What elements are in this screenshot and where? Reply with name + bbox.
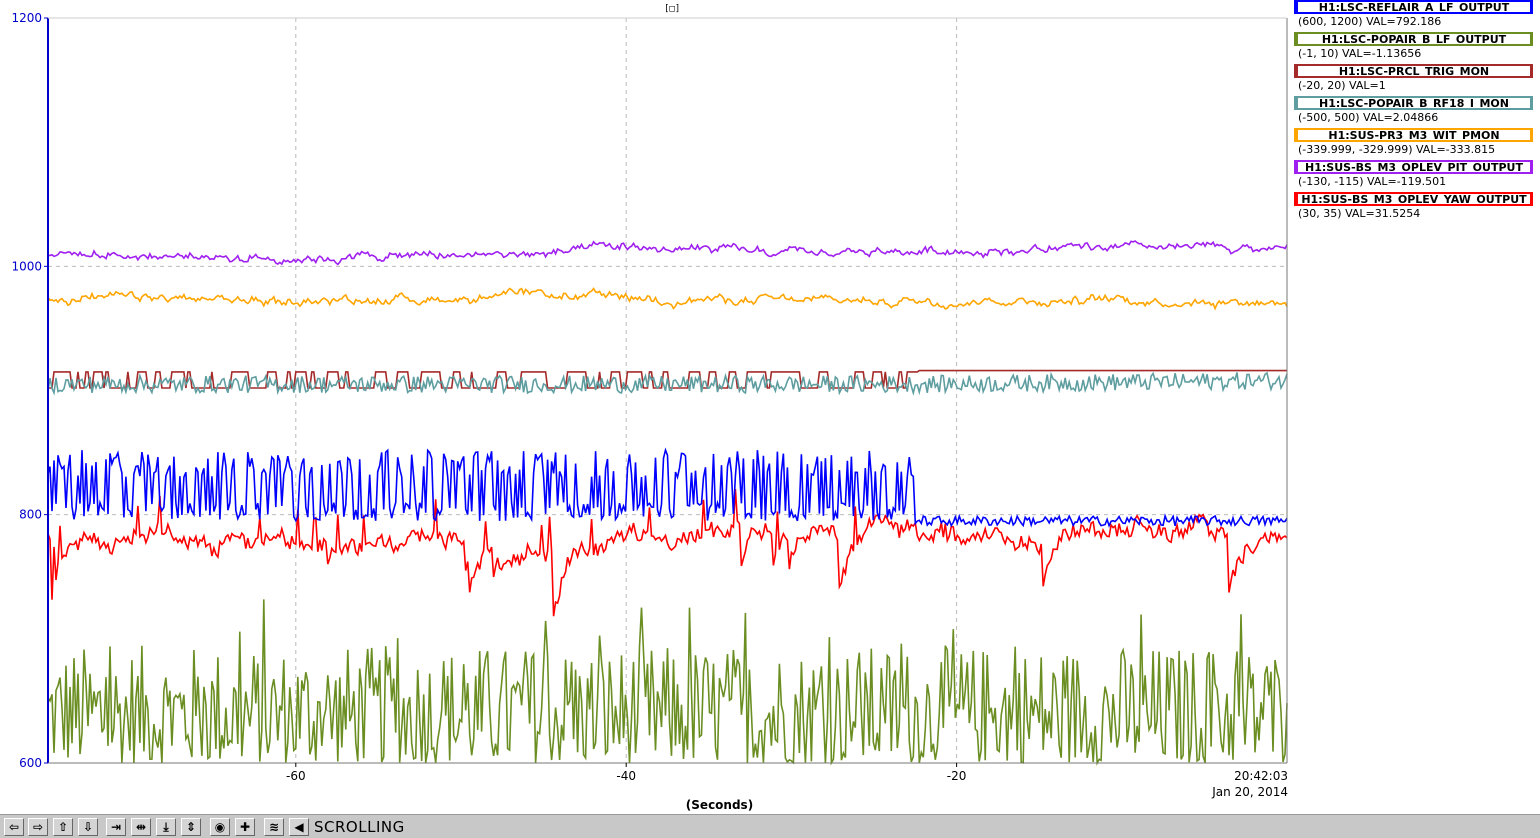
legend-channel-name: H1:LSC-PRCL_TRIG_MON [1294,64,1533,78]
scroll-left-button[interactable]: ⇦ [4,818,24,836]
trend-plot[interactable]: 600 800 1000 1200 -60 -40 -20 20:42:03 Jan 20, 2… [0,0,1290,814]
x-tick-label-2: -20 [947,769,967,783]
mode-status-label: SCROLLING [314,818,405,836]
y-tick-label-3: 1200 [11,11,42,25]
legend-range-value: (-500, 500) VAL=2.04866 [1298,111,1439,124]
toolbar: SCROLLING ⇦ ⇨ ⇧ ⇩ ⇥ ⇹ ⤓ ⇕ ◉ ✚ ≋ ◀ [0,814,1540,838]
add-button[interactable]: ✚ [235,818,255,836]
scroll-right-button[interactable]: ⇨ [28,818,48,836]
legend-channel-name: H1:SUS-PR3_M3_WIT_PMON [1294,128,1533,142]
legend-item[interactable]: H1:LSC-PRCL_TRIG_MON (-20, 20) VAL=1 [1294,64,1540,96]
x-axis-title: (Seconds) [686,798,753,812]
scroll-down-button[interactable]: ⇩ [78,818,98,836]
y-tick-label-2: 1000 [11,259,42,273]
series-line-3 [47,371,1288,396]
zoom-out-horizontal-button[interactable]: ⇹ [131,818,151,836]
autoscale-button[interactable]: ≋ [264,818,284,836]
zoom-in-vertical-button[interactable]: ⤓ [156,818,176,836]
series-line-1 [47,599,1288,766]
series-line-0 [47,447,1288,528]
x-tick-label-0: -60 [286,769,306,783]
legend-channel-name: H1:LSC-POPAIR_B_RF18_I_MON [1294,96,1533,110]
series-line-4 [47,287,1288,311]
legend-range-value: (-130, -115) VAL=-119.501 [1298,175,1447,188]
legend-item[interactable]: H1:SUS-BS_M3_OPLEV_YAW_OUTPUT (30, 35) VA… [1294,192,1540,224]
legend-channel-name: H1:LSC-POPAIR_B_LF_OUTPUT [1294,32,1533,46]
legend-item[interactable]: H1:LSC-REFLAIR_A_LF_OUTPUT (600, 1200) VA… [1294,0,1540,32]
legend: H1:LSC-REFLAIR_A_LF_OUTPUT (600, 1200) VA… [1294,0,1540,224]
x-tick-label-1: -40 [616,769,636,783]
legend-channel-name: H1:SUS-BS_M3_OPLEV_YAW_OUTPUT [1294,192,1533,206]
series-line-5 [47,240,1288,266]
legend-item[interactable]: H1:SUS-BS_M3_OPLEV_PIT_OUTPUT (-130, -115… [1294,160,1540,192]
tick-labels: 600 800 1000 1200 -60 -40 -20 20:42:03 Jan 20, 2… [11,11,1288,812]
scroll-up-button[interactable]: ⇧ [53,818,73,836]
date-label: Jan 20, 2014 [1211,785,1288,799]
time-label: 20:42:03 [1234,769,1288,783]
window-glyph: [□] [664,4,681,14]
series-line-2 [48,369,1287,389]
scrolling-mode-button[interactable]: ◀ [289,818,309,836]
legend-item[interactable]: H1:SUS-PR3_M3_WIT_PMON (-339.999, -329.99… [1294,128,1540,160]
zoom-in-horizontal-button[interactable]: ⇥ [106,818,126,836]
y-tick-label-1: 800 [19,508,42,522]
legend-channel-name: H1:LSC-REFLAIR_A_LF_OUTPUT [1294,0,1533,14]
series-line-6 [47,488,1288,617]
legend-range-value: (600, 1200) VAL=792.186 [1298,15,1442,28]
legend-range-value: (-339.999, -329.999) VAL=-333.815 [1298,143,1496,156]
y-tick-label-0: 600 [19,756,42,770]
record-button[interactable]: ◉ [210,818,230,836]
plot-axes [47,17,1288,764]
legend-range-value: (-20, 20) VAL=1 [1298,79,1386,92]
legend-item[interactable]: H1:LSC-POPAIR_B_LF_OUTPUT (-1, 10) VAL=-1… [1294,32,1540,64]
legend-range-value: (-1, 10) VAL=-1.13656 [1298,47,1422,60]
series-layer [47,240,1288,766]
legend-range-value: (30, 35) VAL=31.5254 [1298,207,1421,220]
plot-grid [48,18,1287,763]
legend-item[interactable]: H1:LSC-POPAIR_B_RF18_I_MON (-500, 500) VA… [1294,96,1540,128]
legend-channel-name: H1:SUS-BS_M3_OPLEV_PIT_OUTPUT [1294,160,1533,174]
zoom-out-vertical-button[interactable]: ⇕ [181,818,201,836]
